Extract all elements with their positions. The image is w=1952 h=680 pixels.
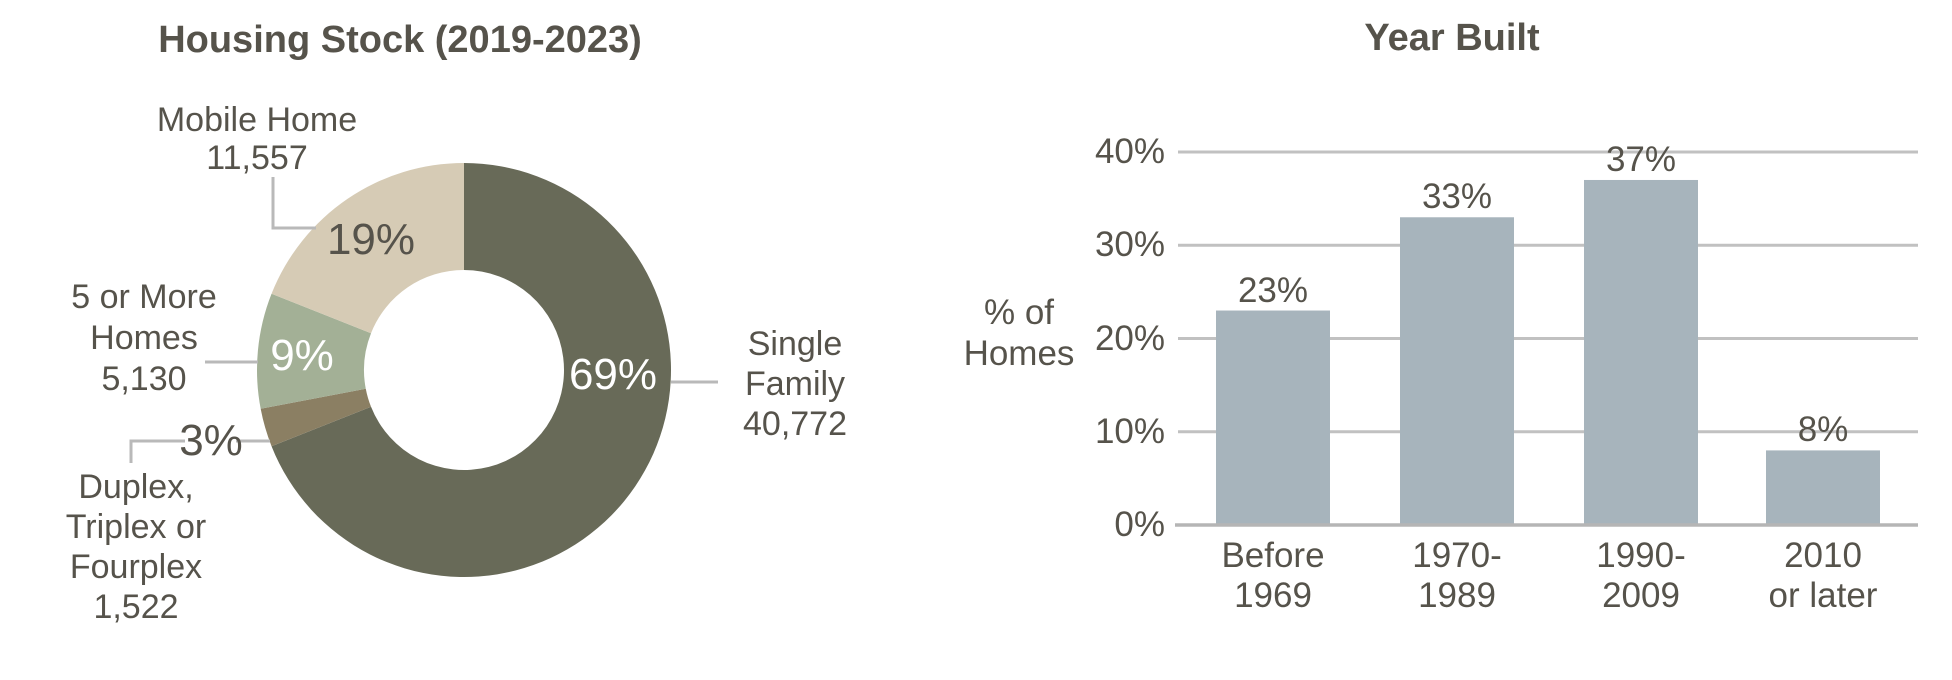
donut-label-single-family: Single Family 40,772 [743, 324, 847, 444]
donut-label-line: Homes [90, 319, 198, 357]
donut-label-mobile-home: Mobile Home 11,557 [157, 101, 357, 177]
donut-percent-single-family: 69% [568, 350, 658, 399]
donut-label-line: Family [744, 365, 846, 403]
donut-label-line: Triplex or [65, 508, 207, 546]
donut-percent-duplex: 3% [179, 416, 243, 465]
y-axis-label-line: % of [983, 293, 1055, 332]
y-tick-40: 40% [1094, 132, 1165, 171]
bar-value-before-1969: 23% [1237, 271, 1309, 310]
donut-segment-single-family [271, 163, 671, 578]
donut-percent-5-or-more: 9% [270, 331, 334, 380]
bar-value-1990-2009: 37% [1605, 140, 1677, 179]
bar-value-2010-or-later: 8% [1797, 410, 1849, 449]
donut-chart-title: Housing Stock (2019-2023) [158, 19, 642, 61]
donut-label-line: Fourplex [69, 548, 203, 586]
y-axis-label: % of Homes [964, 292, 1075, 374]
bar-value-1970-1989: 33% [1421, 177, 1493, 216]
bar-1990-2009 [1584, 179, 1698, 525]
x-label-1970-1989: 1970- 1989 [1412, 536, 1502, 616]
x-label-line: 1989 [1418, 576, 1496, 615]
x-label-before-1969: Before 1969 [1221, 536, 1324, 616]
x-label-line: or later [1768, 576, 1878, 615]
donut-leader-lines [129, 177, 718, 463]
y-tick-10: 10% [1094, 412, 1165, 451]
bar-before-1969 [1216, 310, 1330, 525]
donut-label-line: 5 or More [71, 278, 217, 316]
x-label-line: 2009 [1602, 576, 1680, 615]
leader-mobile-home [271, 177, 316, 230]
donut-label-value: 40,772 [743, 405, 847, 443]
y-axis-label-line: Homes [963, 334, 1075, 373]
donut-segment-mobile-home [271, 163, 464, 334]
x-label-line: 1990- [1596, 536, 1686, 575]
donut-label-line: Mobile Home [156, 101, 358, 139]
x-label-line: 2010 [1784, 536, 1862, 575]
donut-label-5-or-more-homes: 5 or More Homes 5,130 [71, 277, 217, 400]
y-tick-30: 30% [1094, 225, 1165, 264]
bars [1216, 179, 1880, 525]
bar-2010-or-later [1766, 450, 1880, 525]
donut-segments [257, 163, 671, 578]
x-label-2010-or-later: 2010 or later [1769, 536, 1878, 616]
donut-label-value: 1,522 [93, 588, 179, 626]
y-tick-0: 0% [1114, 505, 1165, 544]
x-label-1990-2009: 1990- 2009 [1596, 536, 1686, 616]
donut-label-value: 11,557 [206, 139, 308, 177]
donut-label-line: Duplex, [78, 468, 194, 506]
donut-label-value: 5,130 [101, 360, 187, 398]
donut-segment-duplex-triplex-or-fourplex [260, 388, 372, 447]
donut-label-line: Single [747, 325, 843, 363]
donut-segment-5-or-more-homes [257, 293, 372, 409]
x-label-line: 1969 [1234, 576, 1312, 615]
donut-percent-mobile-home: 19% [326, 215, 416, 264]
bar-chart-title: Year Built [1364, 17, 1540, 59]
leader-duplex-left [129, 439, 185, 463]
x-label-line: 1970- [1412, 536, 1502, 575]
donut-label-duplex-triplex-fourplex: Duplex, Triplex or Fourplex 1,522 [66, 467, 206, 627]
bar-1970-1989 [1400, 217, 1514, 525]
x-label-line: Before [1221, 536, 1325, 575]
y-tick-20: 20% [1094, 319, 1165, 358]
